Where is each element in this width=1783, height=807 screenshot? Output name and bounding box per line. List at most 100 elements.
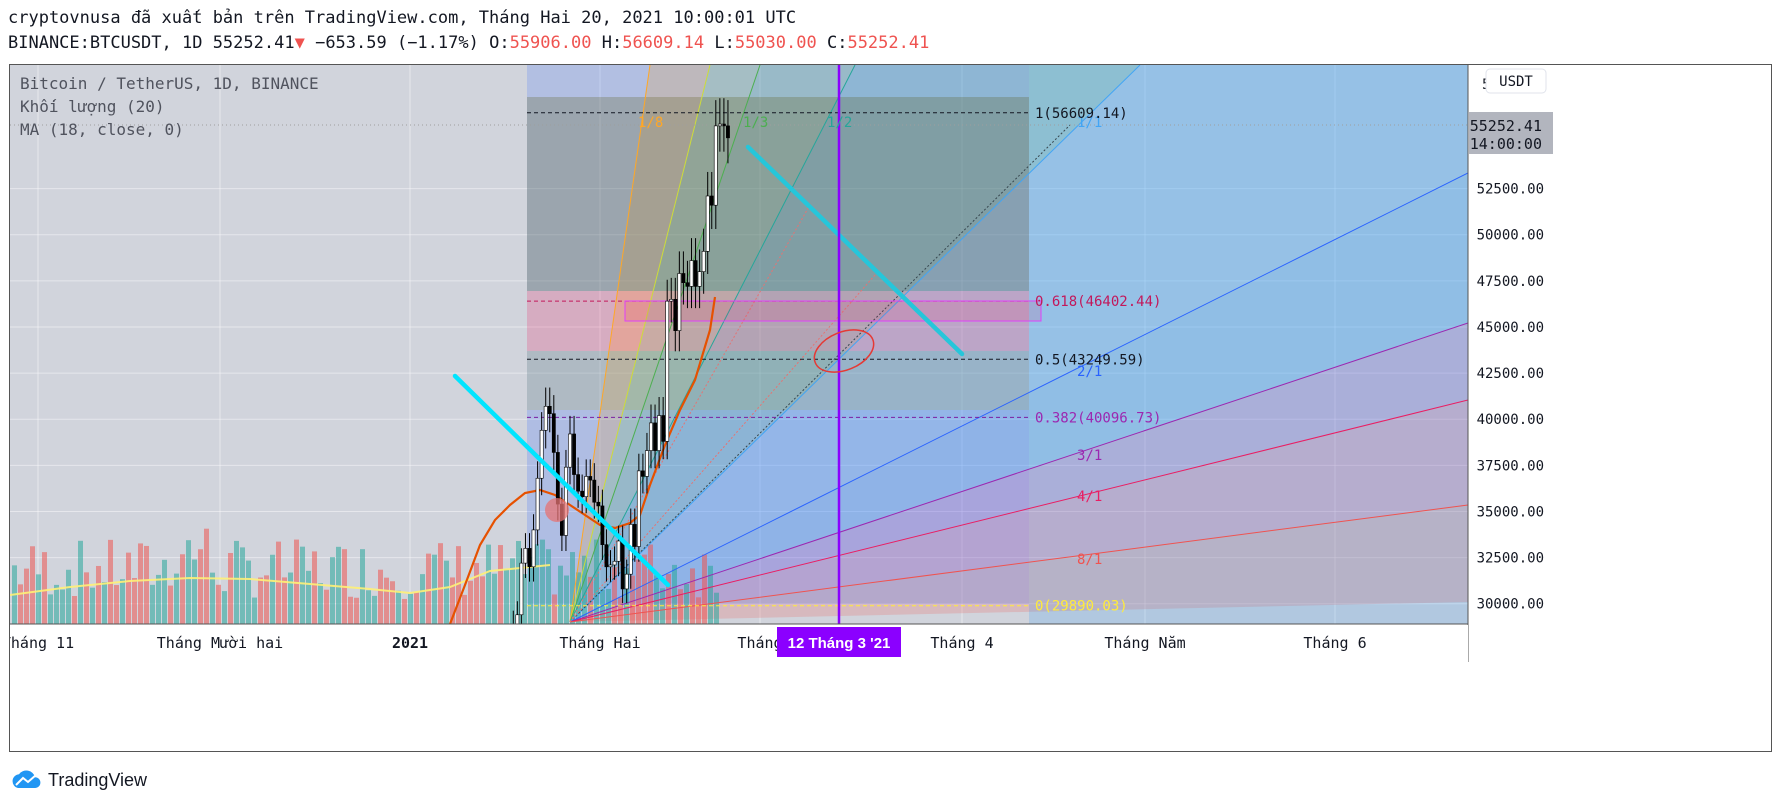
candle-body bbox=[487, 718, 490, 722]
volume-bar bbox=[534, 544, 539, 624]
volume-bar bbox=[486, 544, 491, 624]
volume-bar bbox=[522, 574, 527, 624]
volume-bar bbox=[294, 539, 299, 624]
ohlc-line: BINANCE:BTCUSDT, 1D 55252.41▼ −653.59 (−… bbox=[8, 33, 929, 53]
legend-title: Bitcoin / TetherUS, 1D, BINANCE bbox=[20, 74, 319, 93]
volume-bar bbox=[498, 545, 503, 624]
volume-bar bbox=[264, 575, 269, 624]
volume-bar bbox=[594, 539, 599, 624]
candle-body bbox=[592, 479, 597, 503]
volume-bar bbox=[300, 546, 305, 624]
volume-bar bbox=[402, 598, 407, 624]
price-tick: 52500.00 bbox=[1477, 182, 1544, 198]
volume-bar bbox=[438, 543, 443, 624]
volume-bar bbox=[150, 584, 155, 624]
volume-bar bbox=[570, 552, 575, 624]
fib-labels: 1(56609.14) 0.618(46402.44) 0.5(43249.59) 0… bbox=[1035, 106, 1161, 615]
candle-body bbox=[681, 273, 686, 283]
chart-frame[interactable]: 1/8 1/3 1/2 1/1 2/1 3/1 4/1 8/1 1(56609.14) 0.61… bbox=[2, 64, 1772, 752]
countdown-text: 14:00:00 bbox=[1470, 135, 1542, 153]
volume-bar bbox=[618, 597, 623, 624]
volume-bar bbox=[168, 585, 173, 624]
gann-label: 1/3 bbox=[743, 115, 768, 131]
candle-body bbox=[496, 672, 499, 703]
price-chart[interactable]: 1/8 1/3 1/2 1/1 2/1 3/1 4/1 8/1 1(56609.14) 0.61… bbox=[2, 65, 1771, 751]
time-tick: Tháng bbox=[737, 634, 782, 652]
volume-bar bbox=[54, 584, 59, 624]
price-tick: 45000.00 bbox=[1477, 320, 1544, 336]
volume-bar bbox=[354, 597, 359, 624]
trendline-cyan-1 bbox=[452, 373, 671, 588]
plot-background bbox=[10, 65, 1468, 624]
volume-bar bbox=[510, 558, 515, 624]
tradingview-branding[interactable]: TradingView bbox=[10, 766, 147, 794]
currency-button[interactable] bbox=[1485, 68, 1547, 94]
low-value: 55030.00 bbox=[734, 33, 817, 53]
last-price-text: 55252.41 bbox=[1470, 117, 1542, 135]
legend-ma: MA (18, close, 0) bbox=[20, 120, 184, 139]
volume-bar bbox=[60, 589, 65, 624]
fib-label: 1(56609.14) bbox=[1035, 106, 1128, 122]
candle-body bbox=[596, 501, 601, 507]
volume-bar bbox=[48, 594, 53, 624]
volume-bar bbox=[174, 573, 179, 624]
symbol-text: BINANCE:BTCUSDT, 1D 55252.41 bbox=[8, 33, 295, 53]
candle-body bbox=[701, 251, 706, 272]
tradingview-cloud-icon bbox=[12, 770, 41, 788]
candle-body bbox=[475, 714, 478, 723]
volume-bar bbox=[456, 546, 461, 624]
open-value: 55906.00 bbox=[509, 33, 592, 53]
volume-bar bbox=[84, 572, 89, 624]
legend-volume: Khối lượng (20) bbox=[20, 97, 165, 116]
volume-bar bbox=[90, 587, 95, 624]
candle-body bbox=[471, 724, 474, 737]
candle-body bbox=[572, 433, 576, 475]
price-tick: 47500.00 bbox=[1477, 274, 1544, 290]
candle-body bbox=[616, 540, 621, 562]
volume-bar bbox=[114, 585, 119, 624]
volume-bar bbox=[318, 583, 323, 624]
gann-label: 2/1 bbox=[1077, 364, 1102, 380]
candle-body bbox=[531, 529, 536, 568]
price-tick: 35000.00 bbox=[1477, 504, 1544, 520]
volume-bar bbox=[282, 577, 287, 624]
candle-body bbox=[657, 415, 662, 451]
price-tick: 37500.00 bbox=[1477, 458, 1544, 474]
candle-body bbox=[608, 564, 613, 568]
candle-body bbox=[515, 614, 520, 624]
volume-bar bbox=[654, 575, 659, 624]
volume-bar bbox=[234, 540, 239, 624]
gann-label: 3/1 bbox=[1077, 448, 1102, 464]
volume-bar bbox=[108, 539, 113, 624]
time-axis: Tháng 11 Tháng Mười hai 2021 Tháng Hai Tháng… bbox=[2, 634, 1367, 652]
candle-body bbox=[604, 544, 609, 568]
date-highlight-text: 12 Tháng 3 '21 bbox=[788, 635, 891, 652]
candle-body bbox=[584, 476, 589, 498]
volume-bar bbox=[330, 557, 335, 624]
fib-label: 0(29890.03) bbox=[1035, 599, 1128, 615]
volume-bar bbox=[210, 572, 215, 624]
volume-bar bbox=[312, 551, 317, 624]
candle-body bbox=[491, 703, 494, 721]
candle-body bbox=[547, 406, 552, 414]
volume-bar bbox=[324, 589, 329, 624]
volume-bar bbox=[306, 570, 311, 624]
volume-bar bbox=[606, 588, 611, 624]
volume-bar bbox=[588, 576, 593, 624]
volume-bar bbox=[678, 589, 683, 624]
gann-label: 1/8 bbox=[638, 115, 663, 131]
price-tick: 50000.00 bbox=[1477, 228, 1544, 244]
time-tick: Tháng Hai bbox=[559, 634, 640, 652]
down-arrow-icon: ▼ bbox=[294, 33, 305, 53]
volume-bar bbox=[714, 592, 719, 624]
volume-bar bbox=[528, 556, 533, 624]
price-tick: 42500.00 bbox=[1477, 366, 1544, 382]
candle-body bbox=[624, 573, 629, 590]
volume-bar bbox=[72, 595, 77, 624]
volume-bar bbox=[552, 594, 557, 624]
volume-bar bbox=[276, 541, 281, 624]
time-tick: Tháng 11 bbox=[10, 634, 74, 652]
candle-body bbox=[697, 271, 702, 287]
volume-bar bbox=[372, 595, 377, 624]
red-dot bbox=[545, 498, 569, 522]
